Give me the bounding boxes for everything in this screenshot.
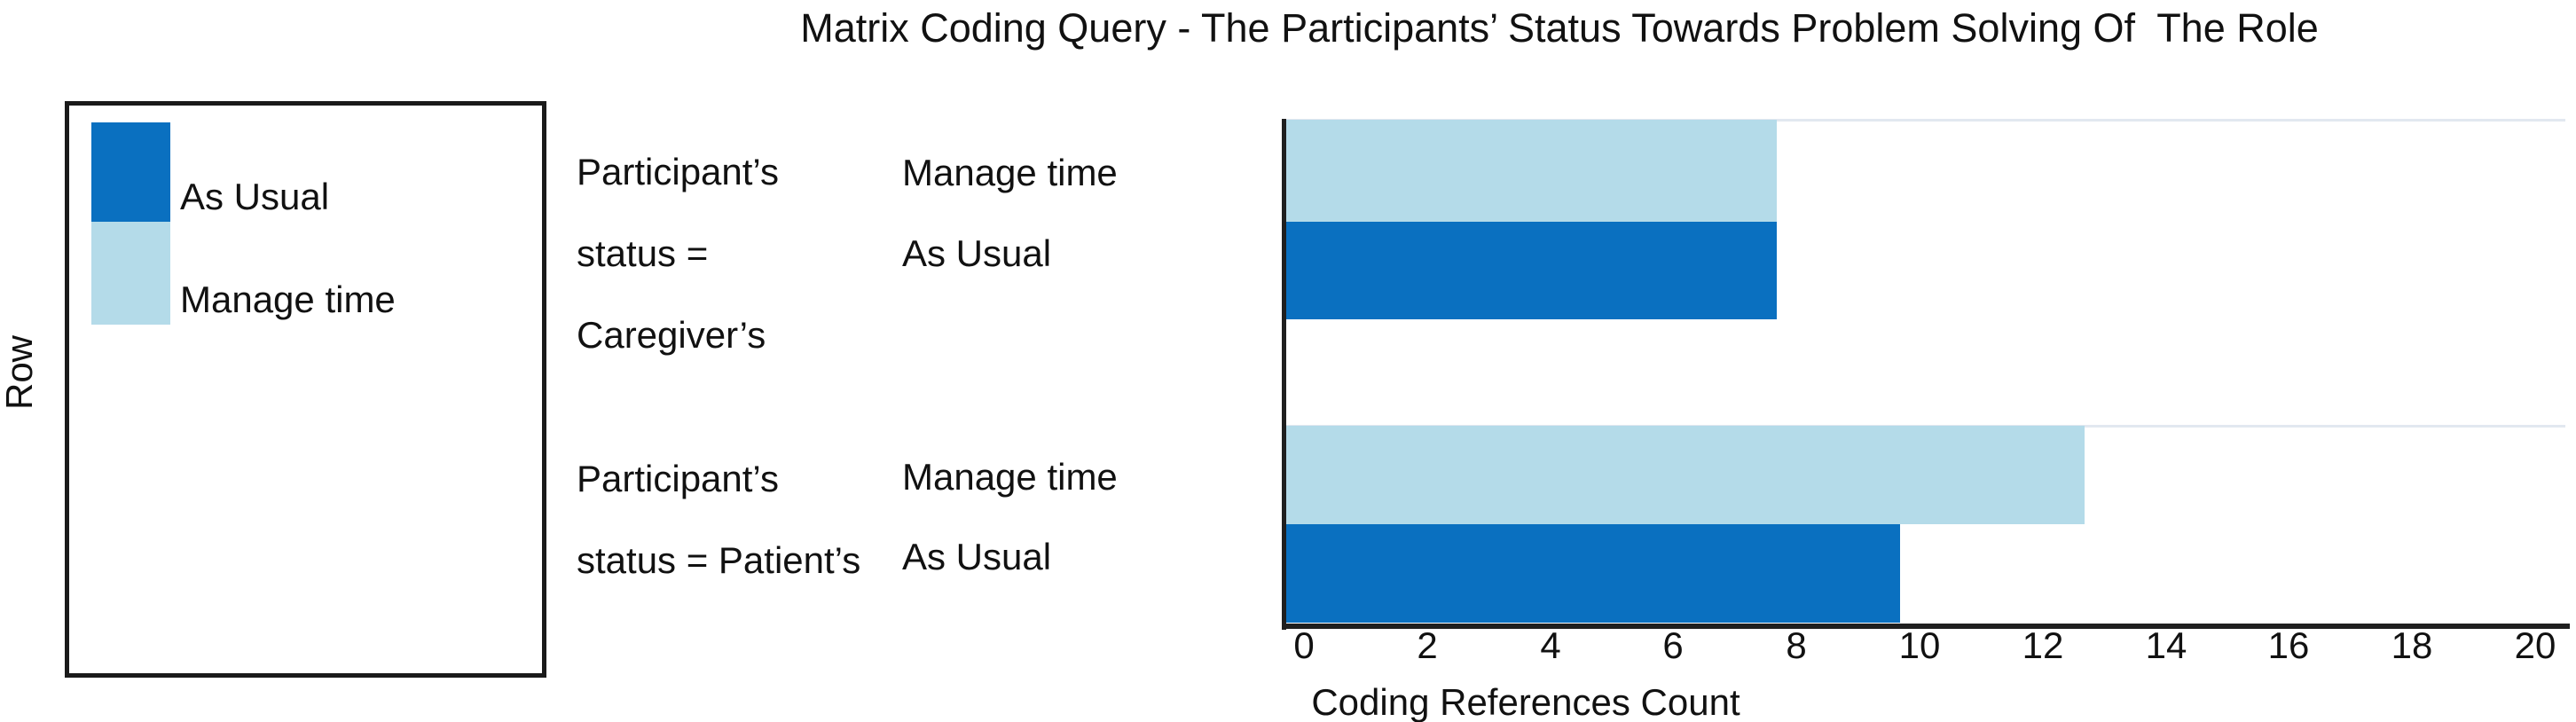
chart-title: Matrix Coding Query - The Participants’ …: [800, 5, 2319, 51]
x-axis-title: Coding References Count: [1311, 681, 1740, 722]
category-label-participant-s-status-caregiver-s: Participant’s status = Caregiver’s: [577, 131, 779, 376]
legend-swatch-as-usual: [91, 122, 170, 222]
legend-label-as-usual: As Usual: [180, 176, 330, 217]
category-label-line: Participant’s: [577, 458, 780, 499]
x-axis-line: [1282, 624, 2570, 629]
x-tick-label-12: 12: [2022, 624, 2064, 666]
row-label-as-usual: As Usual: [902, 232, 1052, 274]
bar-participant-s-status-patient-s-as-usual: [1284, 524, 1900, 623]
row-label-manage-time: Manage time: [902, 456, 1118, 498]
bar-participant-s-status-patient-s-manage-time: [1284, 426, 2085, 524]
x-tick-label-6: 6: [1662, 624, 1684, 666]
category-label-line: Caregiver’s: [577, 314, 766, 356]
x-tick-label-2: 2: [1417, 624, 1438, 666]
x-tick-label-4: 4: [1540, 624, 1561, 666]
category-label-line: status = Patient’s: [577, 539, 861, 581]
x-tick-label-8: 8: [1786, 624, 1807, 666]
y-axis-title: Row: [0, 334, 40, 411]
row-label-manage-time: Manage time: [902, 152, 1118, 193]
x-tick-label-16: 16: [2267, 624, 2310, 666]
category-label-line: status =: [577, 232, 709, 274]
y-axis-line: [1282, 119, 1286, 630]
bar-participant-s-status-caregiver-s-manage-time: [1284, 120, 1777, 222]
row-separator-line: [1284, 119, 2565, 122]
x-tick-label-14: 14: [2145, 624, 2187, 666]
bar-participant-s-status-caregiver-s-as-usual: [1284, 222, 1777, 319]
category-label-line: Participant’s: [577, 151, 780, 192]
x-tick-label-20: 20: [2514, 624, 2556, 666]
x-tick-label-0: 0: [1293, 624, 1315, 666]
x-tick-label-18: 18: [2391, 624, 2433, 666]
legend-label-manage-time: Manage time: [180, 279, 396, 320]
row-label-as-usual: As Usual: [902, 536, 1052, 577]
legend-swatch-manage-time: [91, 222, 170, 325]
category-label-participant-s-status-patient-s: Participant’s status = Patient’s: [577, 438, 860, 601]
x-tick-label-10: 10: [1898, 624, 1941, 666]
